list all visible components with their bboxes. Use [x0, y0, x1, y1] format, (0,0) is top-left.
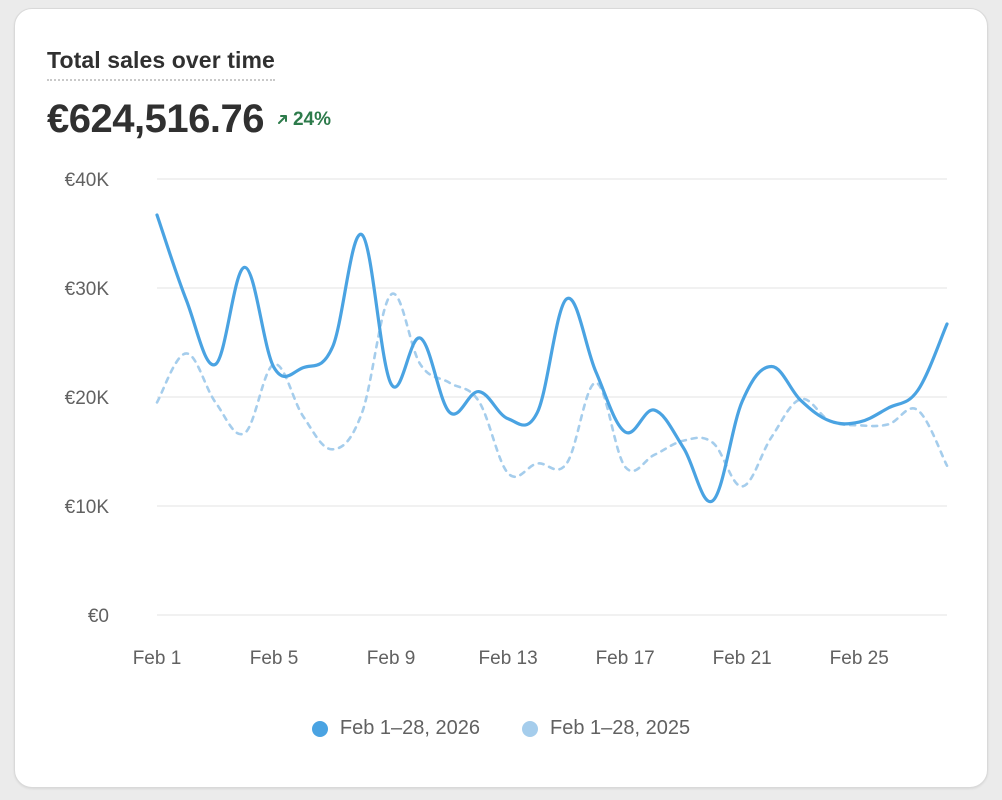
sales-card: Total sales over time €624,516.76 24% €0…	[14, 8, 988, 788]
legend-label-previous: Feb 1–28, 2025	[550, 717, 691, 739]
change-badge: 24%	[276, 109, 331, 131]
x-tick-label: Feb 25	[830, 648, 889, 669]
y-tick-label: €30K	[65, 279, 110, 300]
card-title[interactable]: Total sales over time	[47, 47, 275, 81]
legend-label-current: Feb 1–28, 2026	[339, 717, 480, 739]
x-tick-label: Feb 9	[367, 648, 416, 669]
x-tick-label: Feb 5	[250, 648, 299, 669]
sales-line-chart[interactable]: €0 €10K €20K €30K €40K Feb 1 Feb 5 Feb 9 Feb 13 F…	[15, 9, 987, 709]
change-percent: 24%	[292, 108, 331, 130]
legend-item-previous[interactable]: Feb 1–28, 2025	[522, 717, 690, 740]
y-tick-label: €40K	[65, 170, 110, 191]
legend-item-current[interactable]: Feb 1–28, 2026	[311, 717, 480, 740]
y-tick-label: €20K	[65, 388, 110, 409]
x-tick-label: Feb 13	[479, 648, 538, 669]
y-tick-label: €0	[88, 606, 109, 627]
total-sales-value: €624,516.76	[47, 97, 264, 141]
chart-legend: Feb 1–28, 2026 Feb 1–28, 2025	[15, 717, 987, 740]
legend-swatch-previous	[522, 720, 538, 737]
x-tick-label: Feb 17	[596, 648, 655, 669]
series-line-current[interactable]	[155, 213, 949, 504]
x-tick-label: Feb 1	[133, 648, 182, 669]
legend-swatch-current	[311, 720, 328, 737]
total-row: €624,516.76 24%	[47, 97, 331, 142]
y-tick-label: €10K	[65, 497, 110, 518]
arrow-up-right-icon	[277, 115, 287, 124]
x-tick-label: Feb 21	[713, 648, 772, 669]
series-line-previous[interactable]	[155, 292, 949, 488]
